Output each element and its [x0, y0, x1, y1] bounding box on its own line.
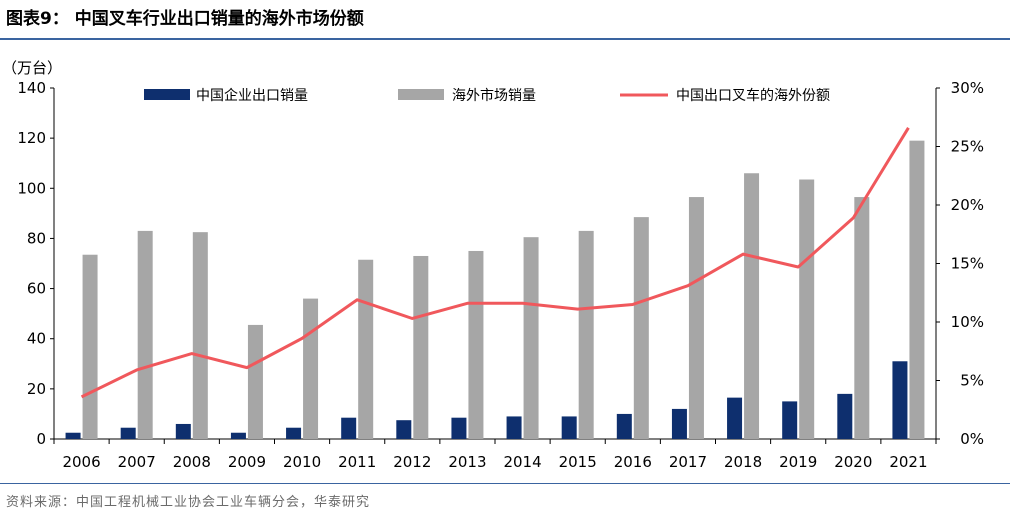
overseas-market-bar: [799, 179, 815, 439]
right-tick-label: 0%: [960, 430, 984, 448]
export-volume-bar: [396, 420, 412, 439]
left-tick-label: 120: [17, 129, 46, 147]
tick-labels: 0 20 40 60 80 100 120 140 0% 5% 10% 15% 20% 25% 30% 200…: [17, 79, 984, 471]
overseas-market-bar: [468, 250, 484, 439]
x-tick-label: 2019: [779, 453, 817, 471]
overseas-market-bar: [688, 197, 704, 439]
left-tick-label: 20: [27, 380, 46, 398]
x-tick-label: 2016: [614, 453, 652, 471]
x-tick-label: 2010: [283, 453, 321, 471]
export-volume-bar: [616, 413, 632, 439]
x-tick-label: 2007: [118, 453, 156, 471]
x-tick-label: 2006: [62, 453, 100, 471]
right-tick-label: 20%: [951, 196, 984, 214]
overseas-market-bar: [633, 217, 649, 439]
title-divider: [0, 38, 1010, 40]
legend-label-share: 中国出口叉车的海外份额: [676, 87, 830, 104]
left-axis-unit-label: （万台）: [2, 59, 62, 77]
right-tick-label: 10%: [951, 313, 984, 331]
bars: [65, 140, 925, 439]
left-tick-label: 80: [27, 229, 46, 247]
export-volume-bar: [451, 417, 467, 439]
share-line-path: [80, 126, 910, 399]
export-volume-bar: [286, 427, 302, 439]
overseas-market-bar: [192, 232, 208, 439]
x-tick-label: 2011: [338, 453, 376, 471]
legend: 中国企业出口销量 海外市场销量 中国出口叉车的海外份额: [144, 87, 830, 104]
share-line: [80, 126, 910, 399]
left-tick-label: 140: [17, 79, 46, 97]
legend-label-export: 中国企业出口销量: [196, 87, 308, 104]
overseas-market-bar: [82, 254, 98, 439]
export-volume-bar: [671, 408, 687, 439]
overseas-market-bar: [413, 255, 429, 439]
right-tick-label: 25%: [951, 138, 984, 156]
overseas-market-bar: [358, 259, 374, 439]
left-tick-label: 60: [27, 280, 46, 298]
x-tick-label: 2008: [173, 453, 211, 471]
export-volume-bar: [561, 416, 577, 439]
x-tick-label: 2018: [724, 453, 762, 471]
x-tick-label: 2021: [889, 453, 927, 471]
right-tick-label: 15%: [951, 255, 984, 273]
export-volume-bar: [120, 427, 136, 439]
x-tick-label: 2013: [448, 453, 486, 471]
legend-swatch-export: [144, 89, 190, 100]
x-tick-label: 2020: [834, 453, 872, 471]
right-tick-label: 5%: [960, 372, 984, 390]
export-volume-bar: [892, 361, 908, 439]
export-volume-bar: [506, 416, 522, 439]
overseas-market-bar: [744, 173, 760, 439]
overseas-market-bar: [909, 140, 925, 439]
left-tick-label: 100: [17, 179, 46, 197]
overseas-market-bar: [854, 197, 870, 439]
left-tick-label: 40: [27, 330, 46, 348]
x-tick-label: 2009: [228, 453, 266, 471]
x-tick-label: 2017: [669, 453, 707, 471]
export-volume-bar: [230, 432, 246, 439]
export-volume-bar: [341, 417, 357, 439]
left-tick-label: 0: [36, 430, 46, 448]
overseas-market-bar: [578, 230, 594, 439]
export-volume-bar: [727, 397, 743, 439]
legend-swatch-overseas: [398, 89, 444, 100]
source-divider: [0, 483, 1010, 484]
overseas-market-bar: [247, 324, 263, 439]
chart-title: 图表9： 中国叉车行业出口销量的海外市场份额: [6, 9, 364, 29]
export-volume-bar: [782, 401, 798, 439]
export-volume-bar: [65, 432, 81, 439]
overseas-market-bar: [137, 230, 153, 439]
overseas-market-bar: [523, 237, 539, 439]
source-note: 资料来源：中国工程机械工业协会工业车辆分会，华泰研究: [6, 495, 371, 510]
x-tick-label: 2015: [559, 453, 597, 471]
overseas-market-bar: [303, 298, 319, 439]
x-tick-label: 2014: [503, 453, 541, 471]
export-volume-bar: [837, 393, 853, 439]
legend-label-overseas: 海外市场销量: [452, 87, 536, 104]
export-volume-bar: [175, 423, 191, 439]
right-tick-label: 30%: [951, 79, 984, 97]
x-tick-label: 2012: [393, 453, 431, 471]
